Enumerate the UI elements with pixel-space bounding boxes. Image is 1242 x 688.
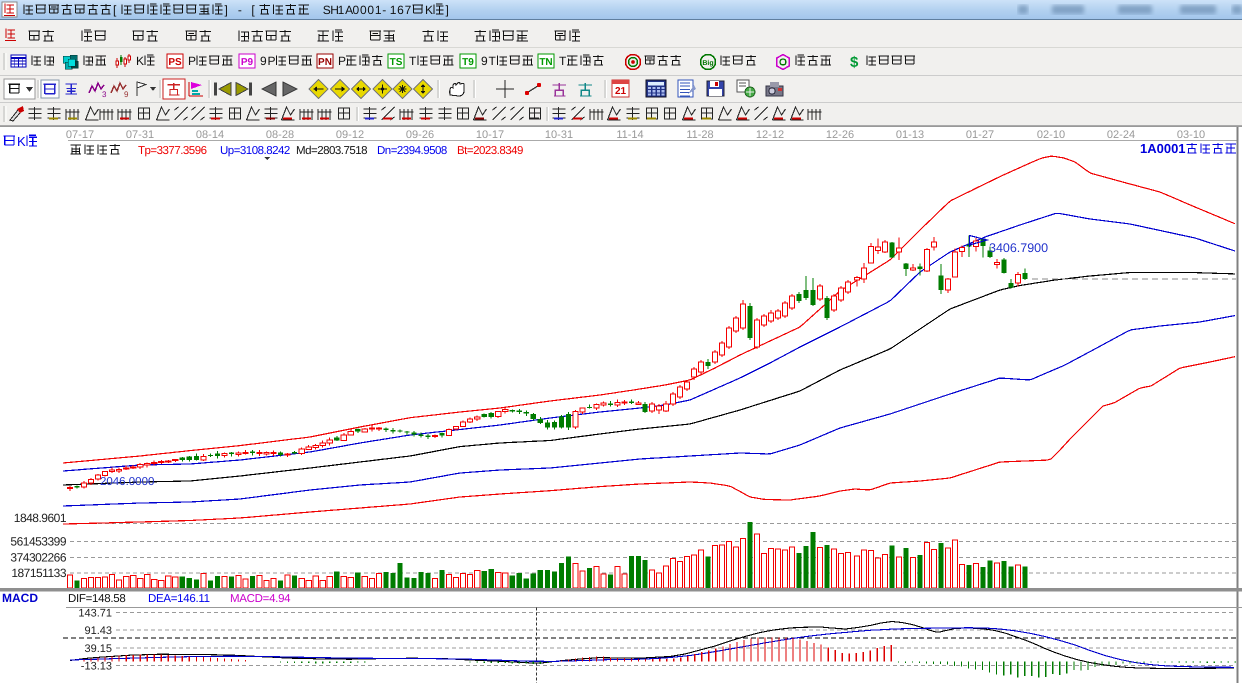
svg-text:3406.7900: 3406.7900 [989, 241, 1048, 255]
svg-text:187151133: 187151133 [11, 566, 67, 580]
svg-text:12-26: 12-26 [826, 129, 854, 141]
svg-text:1: 1 [375, 3, 382, 17]
svg-text:21: 21 [615, 86, 627, 97]
svg-text:9: 9 [124, 90, 129, 99]
svg-text:Bt=2023.8349: Bt=2023.8349 [457, 145, 523, 157]
svg-text:Dn=2394.9508: Dn=2394.9508 [377, 145, 447, 157]
svg-text:H: H [330, 3, 339, 17]
svg-text:-13.13: -13.13 [81, 661, 112, 673]
svg-text:PN: PN [318, 57, 332, 68]
svg-text:T: T [488, 54, 496, 68]
svg-text:1: 1 [338, 3, 345, 17]
svg-text:P: P [267, 54, 275, 68]
svg-text:]: ] [224, 3, 227, 17]
svg-text:P: P [188, 54, 196, 68]
svg-text:02-10: 02-10 [1037, 129, 1065, 141]
svg-text:P9: P9 [241, 57, 254, 68]
svg-text:DIF=148.58: DIF=148.58 [68, 593, 125, 605]
svg-text:0: 0 [353, 3, 360, 17]
svg-text:08-28: 08-28 [266, 129, 294, 141]
svg-text:PS: PS [168, 57, 182, 68]
svg-text:-: - [382, 3, 386, 17]
svg-text:10-31: 10-31 [545, 129, 573, 141]
svg-text:K: K [17, 134, 26, 149]
svg-text:Tp=3377.3596: Tp=3377.3596 [138, 145, 207, 157]
svg-text:10-17: 10-17 [476, 129, 504, 141]
svg-text:T9: T9 [462, 57, 474, 68]
svg-text:143.71: 143.71 [78, 607, 112, 619]
svg-text:T: T [559, 54, 567, 68]
svg-text:08-14: 08-14 [196, 129, 224, 141]
svg-text:Big: Big [702, 59, 713, 67]
svg-text:9: 9 [260, 54, 267, 68]
svg-text:A: A [345, 3, 353, 17]
svg-text:K: K [136, 54, 144, 68]
svg-text:1: 1 [390, 3, 397, 17]
svg-text:P: P [338, 54, 346, 68]
svg-text:561453399: 561453399 [10, 535, 66, 549]
svg-text:09-12: 09-12 [336, 129, 364, 141]
svg-text:Md=2803.7518: Md=2803.7518 [296, 145, 367, 157]
svg-text:3: 3 [102, 90, 107, 99]
svg-text:MACD=4.94: MACD=4.94 [230, 593, 291, 605]
svg-text:Up=3108.8242: Up=3108.8242 [220, 145, 290, 157]
svg-text:09-26: 09-26 [406, 129, 434, 141]
svg-text:07-31: 07-31 [126, 129, 154, 141]
svg-text:[: [ [251, 3, 255, 17]
svg-text:TN: TN [539, 57, 552, 68]
svg-text:12-12: 12-12 [756, 129, 784, 141]
svg-text:2046.0000: 2046.0000 [100, 476, 154, 488]
svg-text:02-24: 02-24 [1107, 129, 1135, 141]
svg-text:1848.9601: 1848.9601 [14, 511, 67, 525]
svg-text:TS: TS [390, 57, 403, 68]
svg-text:07-17: 07-17 [66, 129, 94, 141]
svg-text:01-27: 01-27 [966, 129, 994, 141]
svg-text:01-13: 01-13 [896, 129, 924, 141]
svg-text:7: 7 [405, 3, 412, 17]
svg-text:DEA=146.11: DEA=146.11 [148, 593, 210, 605]
svg-text:1A0001: 1A0001 [1140, 141, 1186, 156]
svg-text:374302266: 374302266 [10, 550, 66, 564]
svg-text:0: 0 [360, 3, 367, 17]
svg-text:S: S [323, 3, 331, 17]
svg-text:9: 9 [481, 54, 488, 68]
svg-text:MACD: MACD [2, 591, 38, 605]
svg-text:6: 6 [397, 3, 404, 17]
svg-text:[: [ [113, 3, 117, 17]
svg-text:$: $ [850, 54, 859, 71]
svg-text:T: T [409, 54, 417, 68]
svg-text:11-28: 11-28 [686, 129, 713, 141]
svg-text:03-10: 03-10 [1177, 129, 1205, 141]
svg-text:K: K [425, 3, 433, 17]
svg-text:0: 0 [367, 3, 374, 17]
svg-text:11-14: 11-14 [616, 129, 643, 141]
svg-text:-: - [238, 3, 242, 17]
svg-text:]: ] [445, 3, 448, 17]
svg-text:91.43: 91.43 [84, 625, 112, 637]
svg-text:39.15: 39.15 [84, 643, 112, 655]
